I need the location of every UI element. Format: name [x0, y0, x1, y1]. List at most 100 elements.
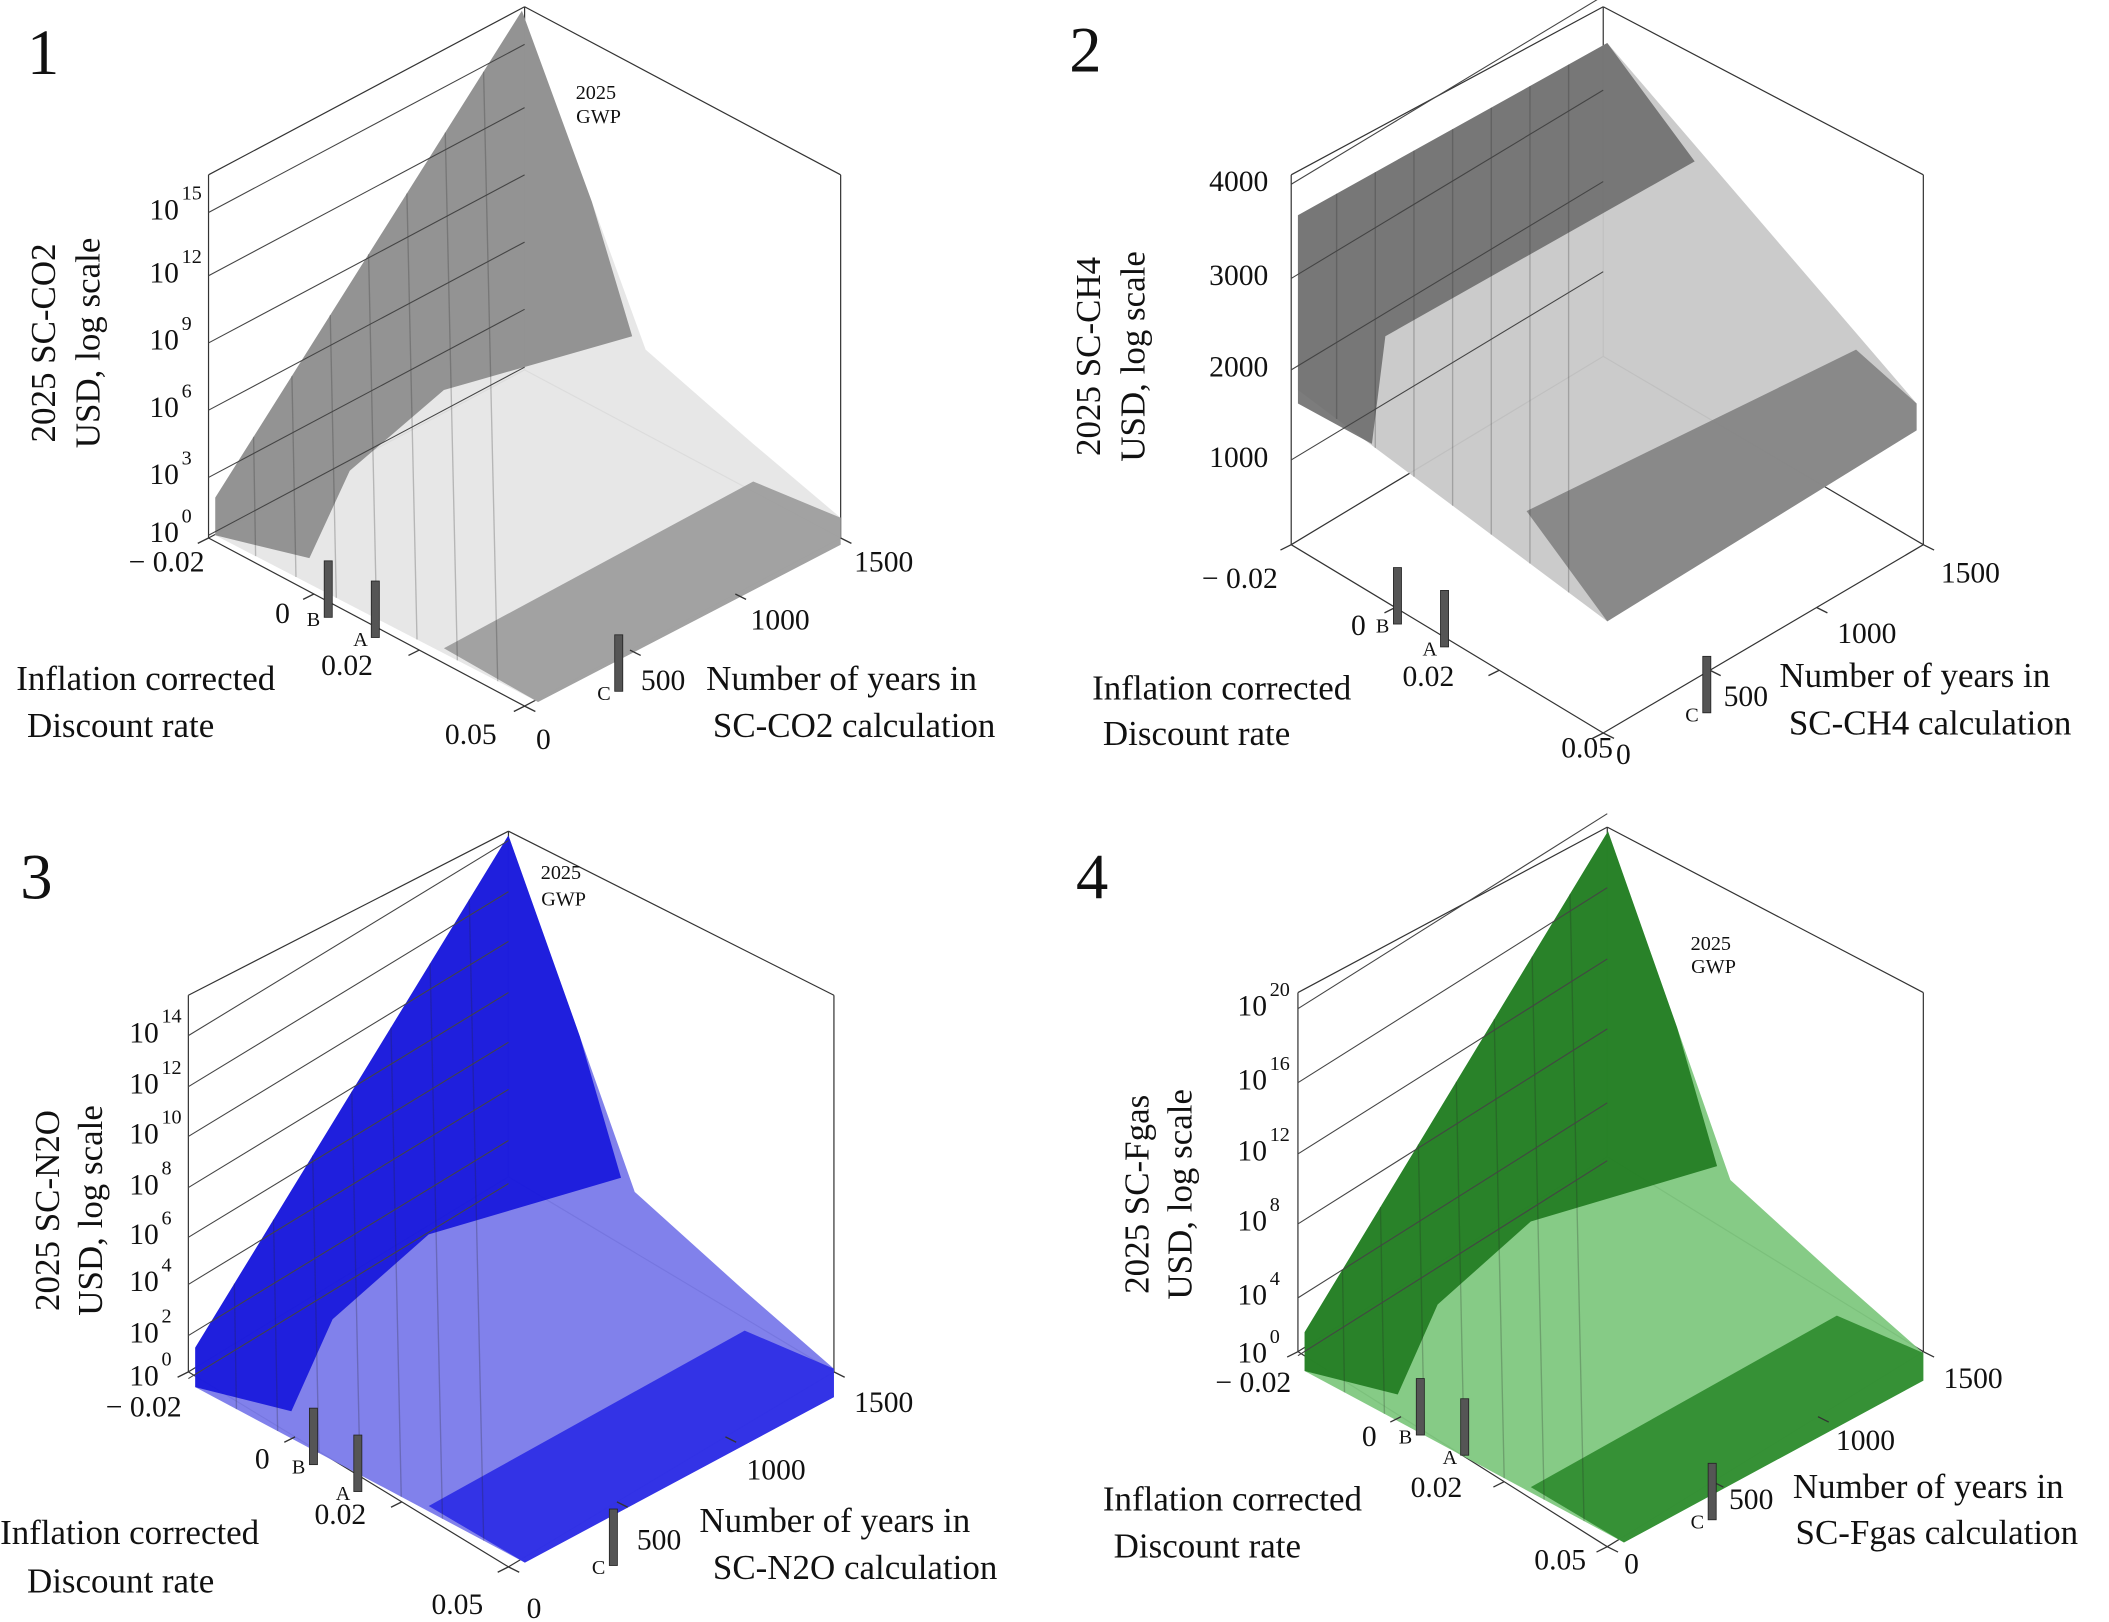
grid-line [188, 992, 509, 1189]
surface-mesh [1531, 956, 1545, 1500]
box-edge [208, 537, 525, 707]
surface-mesh [1341, 1269, 1346, 1393]
tick-mark [1606, 1546, 1619, 1553]
marker-bar [353, 1434, 363, 1492]
grid-line [188, 891, 509, 1088]
z-tick-label: 1000 [1837, 618, 1896, 650]
annotation: GWP [576, 106, 621, 128]
z-tick-label: 1500 [1944, 1363, 2003, 1395]
y-tick-label: 10 [129, 1266, 159, 1298]
z-axis-title: Number of years in [699, 1501, 970, 1540]
annotation: 2025 [576, 82, 616, 104]
marker-bar [323, 560, 333, 618]
y-tick-label: 4000 [1209, 166, 1268, 198]
surface-mesh [406, 193, 418, 640]
y-tick-label: 10 [149, 257, 179, 289]
tick-mark [616, 1501, 629, 1508]
z-tick-label: 500 [641, 665, 685, 697]
grid-line [1297, 887, 1608, 1084]
marker-bar [1415, 1378, 1425, 1436]
y-axis-title: 2025 SC-CO2 [24, 243, 63, 442]
marker-label: B [307, 609, 320, 631]
surface-patch [1297, 43, 1695, 444]
tick-mark [1816, 606, 1828, 614]
marker-label: B [1376, 616, 1389, 638]
y-tick-exponent: 0 [161, 1349, 171, 1371]
z-tick-label: 1500 [854, 1387, 913, 1419]
marker-label: C [1685, 704, 1698, 726]
y-tick-exponent: 0 [182, 505, 192, 527]
grid-line [208, 174, 525, 344]
box-edge [524, 6, 841, 176]
surface-patch [443, 481, 841, 703]
marker-bar [308, 1407, 318, 1466]
x-tick-label: − 0.02 [1202, 563, 1278, 595]
x-tick-label: 0.02 [1403, 661, 1455, 693]
z-axis-title: Number of years in [1779, 656, 2050, 695]
x-tick-label: 0 [255, 1444, 270, 1476]
y-tick-exponent: 4 [161, 1255, 171, 1277]
surface-mesh [1569, 893, 1585, 1522]
surface-mesh [367, 254, 378, 619]
grid-line [1297, 813, 1608, 1010]
y-tick-exponent: 20 [1270, 979, 1290, 1001]
z-tick-label: 0 [536, 724, 551, 756]
surface-mesh [351, 1091, 361, 1475]
surface-patch [1530, 1315, 1924, 1543]
y-tick-label: 10 [1237, 990, 1267, 1022]
grid-line [188, 1183, 509, 1380]
box-edge [188, 830, 509, 996]
y-tick-label: 1000 [1209, 442, 1268, 474]
x-tick-label: 0.05 [1561, 732, 1613, 764]
y-tick-exponent: 4 [1270, 1268, 1280, 1290]
y-tick-exponent: 16 [1270, 1053, 1290, 1075]
tick-mark [1286, 1351, 1299, 1358]
y-tick-label: 10 [149, 517, 179, 549]
y-tick-label: 10 [129, 1017, 159, 1049]
y-tick-label: 10 [129, 1169, 159, 1201]
panel-label: 3 [20, 840, 52, 912]
marker-label: C [592, 1557, 605, 1579]
tick-mark [1592, 732, 1604, 739]
panel-label: 1 [27, 16, 59, 88]
y-tick-label: 10 [149, 459, 179, 491]
y-axis-title: USD, log scale [69, 238, 108, 449]
z-tick-label: 1500 [854, 547, 913, 579]
annotation: GWP [1691, 956, 1736, 978]
y-axis-title: USD, log scale [71, 1105, 110, 1316]
grid-line [208, 366, 525, 536]
surface-patch [195, 835, 622, 1412]
z-tick-label: 0 [1616, 739, 1631, 771]
y-tick-label: 3000 [1209, 260, 1268, 292]
x-tick-label: 0.05 [1534, 1545, 1586, 1577]
z-tick-label: 1000 [751, 604, 810, 636]
tick-mark [408, 649, 420, 657]
box-edge [1297, 826, 1608, 994]
surface-mesh [1455, 1081, 1465, 1457]
annotation: 2025 [541, 862, 581, 884]
panel-label: 2 [1069, 13, 1101, 85]
marker-label: A [336, 1483, 351, 1505]
grid-line [1290, 271, 1604, 461]
marker-bar [1440, 590, 1449, 648]
y-tick-exponent: 12 [161, 1057, 181, 1079]
surface-patch [215, 10, 633, 559]
z-tick-label: 1500 [1941, 557, 2000, 589]
surface-mesh [444, 132, 459, 661]
z-axis-title: SC-Fgas calculation [1796, 1513, 2079, 1552]
z-tick-label: 500 [1729, 1484, 1773, 1516]
x-axis-title: Discount rate [27, 706, 214, 745]
y-tick-exponent: 10 [161, 1107, 181, 1129]
marker-label: A [1422, 639, 1437, 661]
marker-label: C [597, 683, 610, 705]
x-axis-title: Discount rate [1103, 714, 1290, 753]
tick-mark [629, 649, 642, 657]
tick-mark [1923, 544, 1935, 551]
x-axis-title: Inflation corrected [0, 1513, 260, 1552]
tick-mark [283, 1436, 296, 1443]
y-tick-label: 10 [149, 194, 179, 226]
marker-label: A [353, 629, 368, 651]
y-tick-exponent: 2 [161, 1306, 171, 1328]
tick-mark [833, 1371, 845, 1378]
